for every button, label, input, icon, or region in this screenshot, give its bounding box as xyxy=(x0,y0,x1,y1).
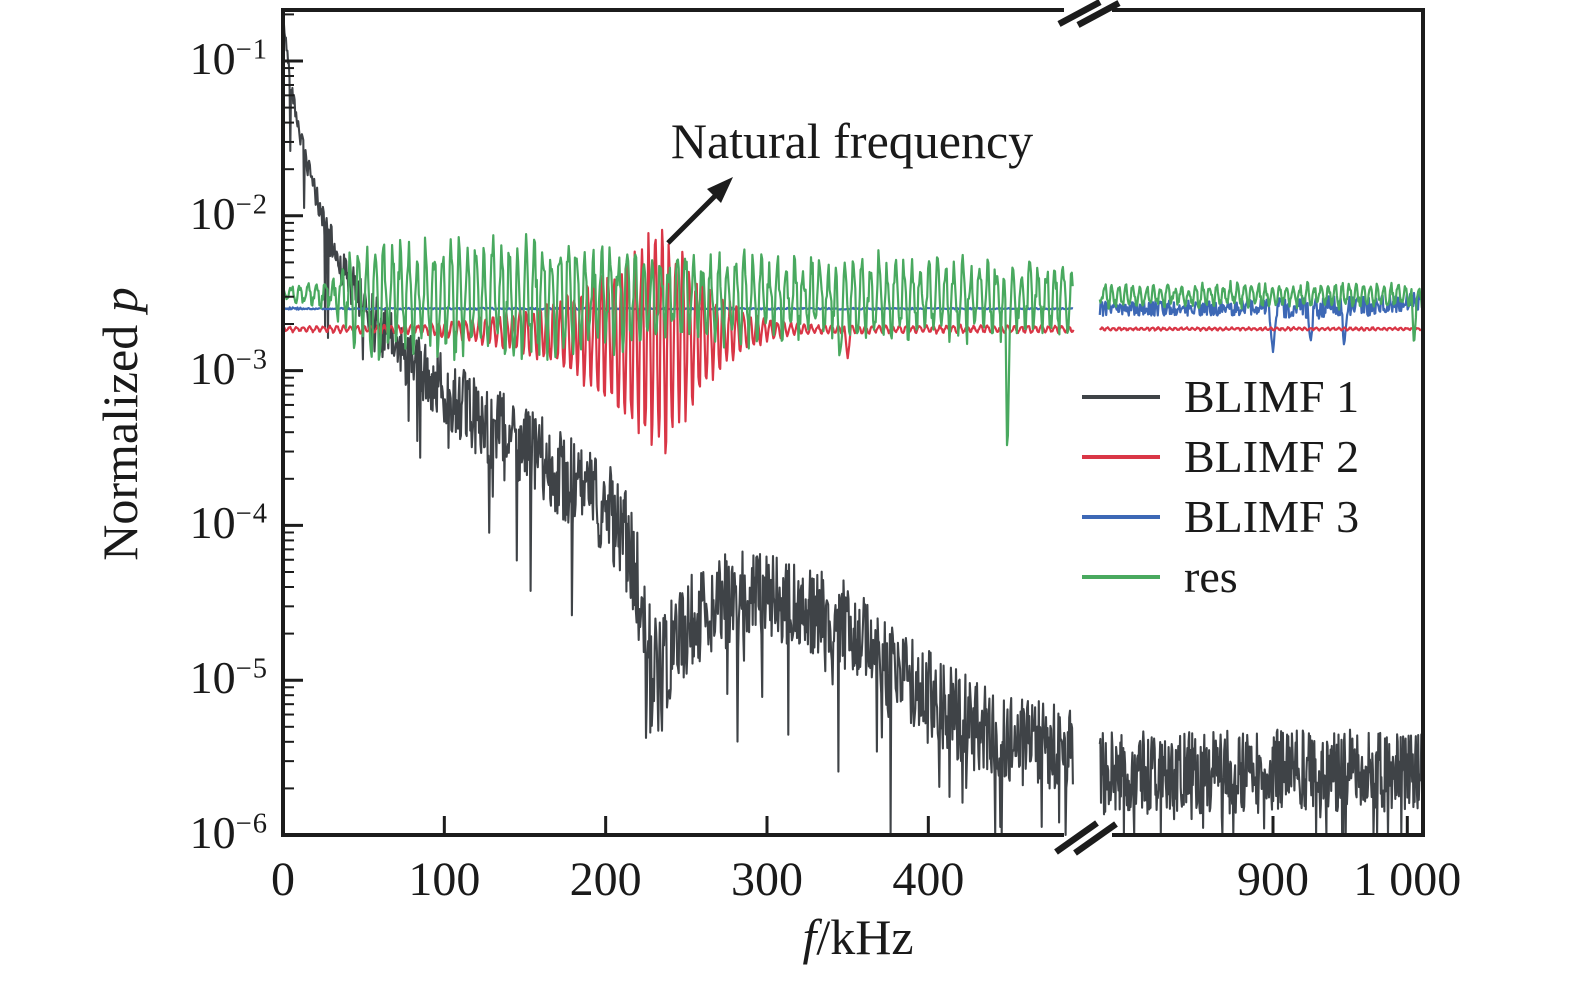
annotation-arrow-shaft xyxy=(666,192,719,245)
series-blimf-1-panel-2 xyxy=(1098,728,1424,837)
top-axis-break-slash-2 xyxy=(1076,0,1121,28)
annotation-natural-frequency: Natural frequency xyxy=(670,113,1034,169)
annotation-arrow-head xyxy=(707,177,733,203)
y-tick-label-1e-4: 10−4 xyxy=(189,497,268,549)
x-tick-label-1000: 1 000 xyxy=(1353,853,1462,906)
bottom-axis-break-slash-1 xyxy=(1054,820,1099,855)
series-res-panel-1 xyxy=(281,233,1074,447)
x-tick-label-0: 0 xyxy=(271,853,295,906)
y-tick-label-1e-2: 10−2 xyxy=(189,187,268,239)
legend-line-sample xyxy=(1082,395,1160,399)
y-tick-label-1e-1: 10−1 xyxy=(189,33,268,84)
top-axis-break-slash-1 xyxy=(1057,0,1102,27)
x-tick-label-300: 300 xyxy=(730,853,803,906)
y-axis-title: Normalized p xyxy=(92,287,148,561)
legend: BLIMF 1 BLIMF 2 BLIMF 3 res xyxy=(1082,367,1359,607)
x-tick-label-900: 900 xyxy=(1237,853,1309,906)
x-tick-label-400: 400 xyxy=(892,853,965,906)
legend-item-res: res xyxy=(1082,547,1359,607)
series-blimf-2-panel-2 xyxy=(1098,326,1424,332)
x-axis-title: f/kHz xyxy=(802,909,914,965)
legend-label: BLIMF 1 xyxy=(1184,371,1360,422)
x-tick-label-200: 200 xyxy=(569,853,642,906)
legend-label: res xyxy=(1184,551,1238,602)
legend-label: BLIMF 3 xyxy=(1184,491,1360,542)
y-tick-label-1e-6: 10−6 xyxy=(189,807,268,858)
legend-item-blimf-3: BLIMF 3 xyxy=(1082,487,1359,547)
legend-line-sample xyxy=(1082,455,1160,459)
legend-label: BLIMF 2 xyxy=(1184,431,1360,482)
legend-line-sample xyxy=(1082,515,1160,519)
y-tick-label-1e-5: 10−5 xyxy=(189,652,268,704)
series-blimf-1-panel-1 xyxy=(281,16,1074,837)
legend-item-blimf-1: BLIMF 1 xyxy=(1082,367,1359,427)
y-tick-label-1e-3: 10−3 xyxy=(189,342,268,394)
bottom-axis-break-slash-2 xyxy=(1073,821,1118,856)
x-tick-label-100: 100 xyxy=(408,853,481,906)
legend-item-blimf-2: BLIMF 2 xyxy=(1082,427,1359,487)
series-res-panel-2 xyxy=(1098,279,1424,342)
legend-line-sample xyxy=(1082,575,1160,579)
